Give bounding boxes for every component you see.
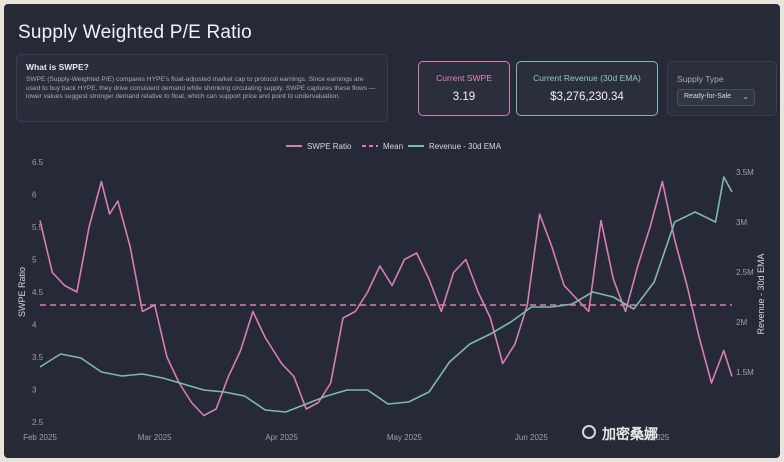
- current-swpe-value: 3.19: [452, 91, 476, 103]
- chevron-down-icon: ⌄: [742, 92, 749, 101]
- y-left-tick-label: 3: [32, 386, 37, 395]
- y-right-tick-label: 2M: [736, 318, 747, 327]
- x-tick-label: Jun 2025: [515, 433, 548, 442]
- swpe-info-box: What is SWPE? SWPE (Supply-Weighted P/E)…: [16, 54, 388, 122]
- supply-type-selected: Ready-for-Sale: [684, 93, 732, 100]
- y-left-tick-label: 4: [32, 321, 37, 330]
- info-heading: What is SWPE?: [26, 62, 89, 72]
- y-right-axis-title: Revenue - 30d EMA: [756, 253, 766, 334]
- y-right-tick-label: 3M: [736, 218, 747, 227]
- swpe-series-line: [39, 180, 733, 417]
- legend-swpe-label: SWPE Ratio: [307, 142, 352, 151]
- watermark-text: 加密桑娜: [602, 426, 658, 442]
- revenue-series-line: [39, 176, 733, 413]
- y-right-tick-label: 1.5M: [736, 368, 754, 377]
- y-left-tick-label: 6.5: [32, 158, 44, 167]
- y-right-tick-label: 3.5M: [736, 168, 754, 177]
- dashboard-panel: Supply Weighted P/E Ratio What is SWPE? …: [4, 4, 780, 458]
- x-tick-label: Mar 2025: [138, 433, 172, 442]
- current-revenue-card: Current Revenue (30d EMA) $3,276,230.34: [516, 61, 658, 116]
- x-tick-label: Feb 2025: [23, 433, 57, 442]
- current-swpe-label: Current SWPE: [436, 73, 492, 83]
- current-swpe-card: Current SWPE 3.19: [418, 61, 510, 116]
- current-revenue-value: $3,276,230.34: [550, 91, 624, 103]
- supply-type-select[interactable]: Ready-for-Sale ⌄: [677, 89, 755, 106]
- y-left-axis-title: SWPE Ratio: [17, 267, 27, 317]
- legend-revenue-label: Revenue - 30d EMA: [429, 142, 502, 151]
- y-left-tick-label: 5: [32, 256, 37, 265]
- swpe-chart: 2.5 3 3.5 4 4.5 5 5.5 6 6.5 1.5M 2M 2.5M 3M 3.5M SWPE …: [17, 142, 766, 442]
- y-left-tick-label: 3.5: [32, 353, 44, 362]
- y-left-tick-label: 5.5: [32, 223, 44, 232]
- y-left-tick-label: 4.5: [32, 288, 44, 297]
- y-right-tick-label: 2.5M: [736, 268, 754, 277]
- x-tick-label: Jul 2025: [639, 433, 670, 442]
- page-title: Supply Weighted P/E Ratio: [18, 22, 252, 43]
- legend-mean-label: Mean: [383, 142, 403, 151]
- x-tick-label: May 2025: [387, 433, 423, 442]
- current-revenue-label: Current Revenue (30d EMA): [533, 73, 641, 83]
- info-body: SWPE (Supply-Weighted P/E) compares HYPE…: [26, 76, 376, 101]
- wechat-watermark-icon: [582, 425, 596, 439]
- supply-type-label: Supply Type: [677, 74, 724, 84]
- y-left-tick-label: 6: [32, 191, 37, 200]
- x-tick-label: Apr 2025: [265, 433, 298, 442]
- y-left-tick-label: 2.5: [32, 418, 44, 427]
- supply-type-panel: Supply Type Ready-for-Sale ⌄: [667, 61, 777, 116]
